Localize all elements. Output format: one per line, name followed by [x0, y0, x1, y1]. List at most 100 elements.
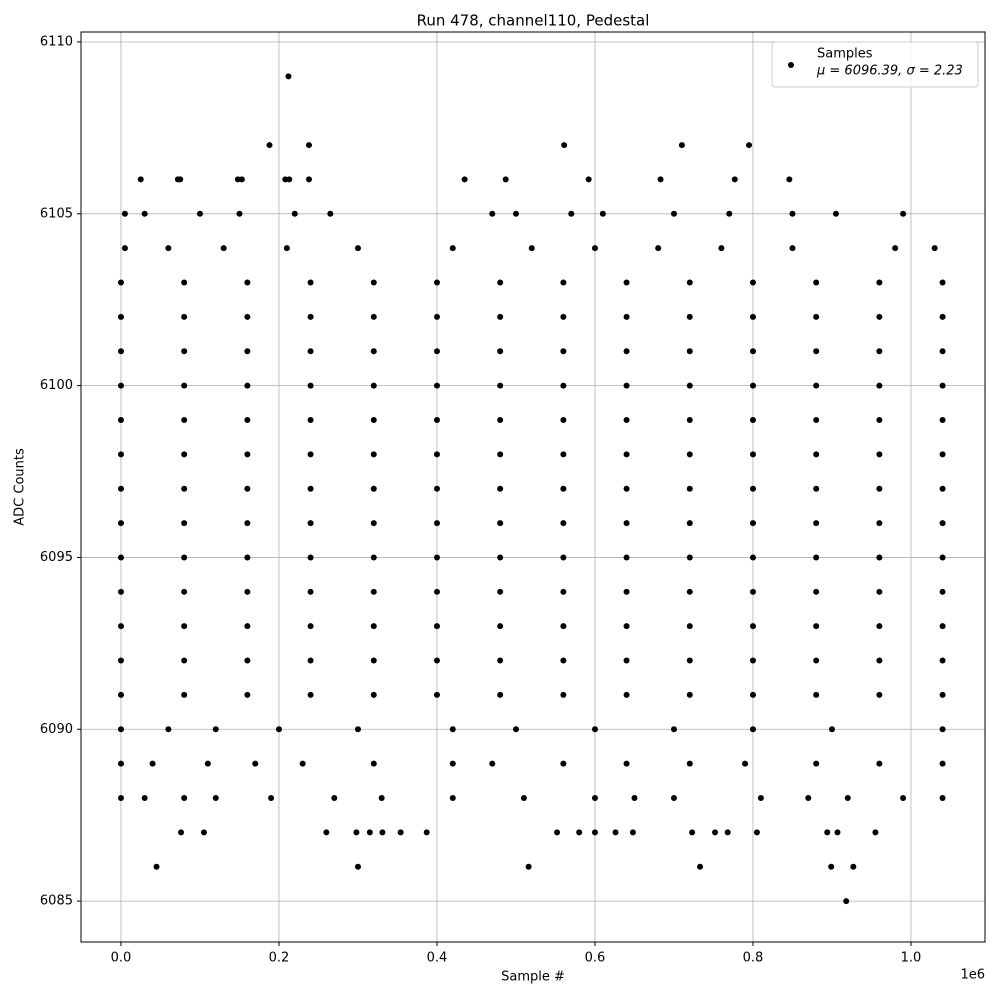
- point: [718, 245, 725, 252]
- point: [813, 313, 820, 320]
- point: [670, 795, 677, 802]
- point: [623, 657, 630, 664]
- point: [497, 348, 504, 355]
- point: [655, 245, 662, 252]
- point: [591, 829, 598, 836]
- point: [433, 588, 440, 595]
- point: [824, 829, 831, 836]
- point: [137, 176, 144, 183]
- point: [623, 554, 630, 561]
- point: [876, 657, 883, 664]
- point: [149, 760, 156, 767]
- point: [528, 245, 535, 252]
- point: [244, 588, 251, 595]
- point: [153, 863, 160, 870]
- point: [939, 623, 946, 630]
- point: [141, 210, 148, 217]
- point: [117, 451, 124, 458]
- point: [813, 588, 820, 595]
- point: [520, 795, 527, 802]
- point: [433, 554, 440, 561]
- point: [236, 210, 243, 217]
- point: [872, 829, 879, 836]
- point: [623, 382, 630, 389]
- point: [631, 795, 638, 802]
- point: [165, 726, 172, 733]
- point: [670, 726, 677, 733]
- point: [461, 176, 468, 183]
- point: [497, 485, 504, 492]
- point: [433, 416, 440, 423]
- point: [266, 142, 273, 149]
- point: [939, 657, 946, 664]
- point: [117, 623, 124, 630]
- point: [244, 691, 251, 698]
- point: [939, 588, 946, 595]
- point: [244, 416, 251, 423]
- point: [939, 279, 946, 286]
- point: [900, 210, 907, 217]
- point: [307, 588, 314, 595]
- point: [686, 416, 693, 423]
- point: [117, 795, 124, 802]
- point: [560, 279, 567, 286]
- point: [285, 73, 292, 80]
- point: [307, 313, 314, 320]
- point: [789, 210, 796, 217]
- point: [370, 691, 377, 698]
- point: [939, 485, 946, 492]
- point: [623, 691, 630, 698]
- point: [117, 313, 124, 320]
- point: [560, 416, 567, 423]
- point: [433, 451, 440, 458]
- point: [497, 382, 504, 389]
- point: [307, 279, 314, 286]
- point: [141, 795, 148, 802]
- point: [876, 313, 883, 320]
- point: [370, 279, 377, 286]
- point: [212, 795, 219, 802]
- point: [749, 554, 756, 561]
- point: [117, 760, 124, 767]
- y-axis-label: ADC Counts: [13, 448, 28, 526]
- point: [378, 795, 385, 802]
- point: [327, 210, 334, 217]
- point: [686, 485, 693, 492]
- point: [724, 829, 731, 836]
- point: [307, 416, 314, 423]
- point: [612, 829, 619, 836]
- point: [813, 485, 820, 492]
- point: [244, 554, 251, 561]
- point: [939, 451, 946, 458]
- point: [433, 485, 440, 492]
- point: [939, 691, 946, 698]
- point: [525, 863, 532, 870]
- point: [305, 142, 312, 149]
- point: [244, 657, 251, 664]
- point: [117, 485, 124, 492]
- point: [117, 691, 124, 698]
- point: [331, 795, 338, 802]
- point: [623, 416, 630, 423]
- point: [433, 313, 440, 320]
- point: [813, 279, 820, 286]
- point: [623, 760, 630, 767]
- point: [283, 245, 290, 252]
- point: [181, 451, 188, 458]
- point: [370, 554, 377, 561]
- legend-marker: [788, 62, 794, 68]
- point: [117, 382, 124, 389]
- point: [244, 279, 251, 286]
- point: [307, 520, 314, 527]
- point: [876, 279, 883, 286]
- point: [657, 176, 664, 183]
- point: [623, 313, 630, 320]
- point: [323, 829, 330, 836]
- point: [117, 554, 124, 561]
- point: [370, 760, 377, 767]
- point: [686, 623, 693, 630]
- legend-note: μ = 6096.39, σ = 2.23: [816, 64, 963, 79]
- y-tick-label: 6085: [40, 894, 73, 909]
- point: [181, 554, 188, 561]
